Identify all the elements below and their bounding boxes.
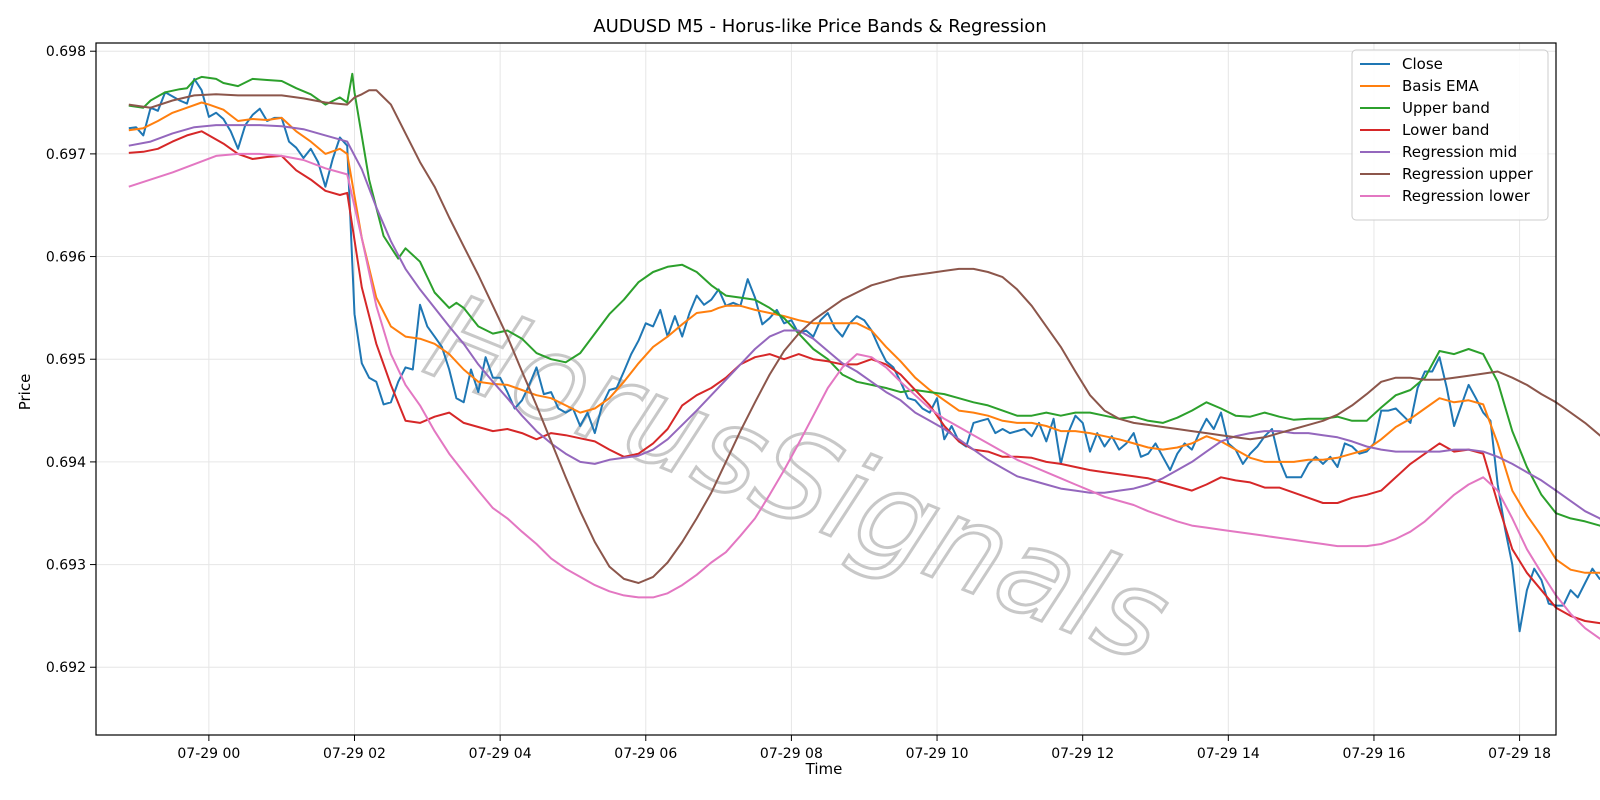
series-line-regression-upper — [128, 89, 1600, 584]
y-axis-label: Price — [16, 374, 34, 411]
x-axis-label: Time — [805, 760, 843, 778]
x-tick-label: 07-29 18 — [1488, 746, 1551, 762]
x-tick-label: 07-29 10 — [906, 746, 969, 762]
y-tick-label: 0.692 — [46, 660, 86, 676]
y-tick-label: 0.693 — [46, 558, 86, 574]
y-tick-label: 0.696 — [46, 250, 86, 266]
series-line-lower-band — [128, 130, 1600, 625]
y-tick-label: 0.697 — [46, 147, 86, 163]
x-tick-label: 07-29 12 — [1051, 746, 1114, 762]
legend-label: Regression lower — [1402, 187, 1531, 205]
series-line-basis-ema — [128, 101, 1600, 575]
x-tick-label: 07-29 08 — [760, 746, 823, 762]
legend-label: Close — [1402, 55, 1443, 73]
legend-label: Regression upper — [1402, 165, 1534, 183]
x-tick-label: 07-29 02 — [323, 746, 386, 762]
x-tick-label: 07-29 14 — [1197, 746, 1260, 762]
plot-frame — [95, 42, 1557, 736]
x-tick-label: 07-29 16 — [1342, 746, 1405, 762]
y-tick-label: 0.698 — [46, 44, 86, 60]
series-lines — [128, 72, 1600, 640]
x-tick-label: 07-29 04 — [469, 746, 532, 762]
legend-label: Lower band — [1402, 121, 1489, 139]
y-tick-label: 0.694 — [46, 455, 86, 471]
series-line-regression-mid — [128, 124, 1600, 520]
x-tick-label: 07-29 06 — [614, 746, 677, 762]
legend: Close Basis EMA Upper band Lower band Regres… — [1351, 49, 1549, 221]
legend-box — [1351, 49, 1549, 221]
series-line-close — [128, 77, 1600, 633]
chart-title: AUDUSD M5 - Horus-like Price Bands & Reg… — [593, 16, 1046, 37]
axis-ticks: 07-29 00 07-29 02 07-29 04 07-29 06 07-29 08… — [46, 44, 1551, 762]
legend-label: Regression mid — [1402, 143, 1517, 161]
legend-label: Basis EMA — [1402, 77, 1479, 95]
x-tick-label: 07-29 00 — [177, 746, 240, 762]
legend-label: Upper band — [1402, 99, 1490, 117]
series-line-regression-lower — [128, 152, 1600, 640]
y-tick-label: 0.695 — [46, 352, 86, 368]
